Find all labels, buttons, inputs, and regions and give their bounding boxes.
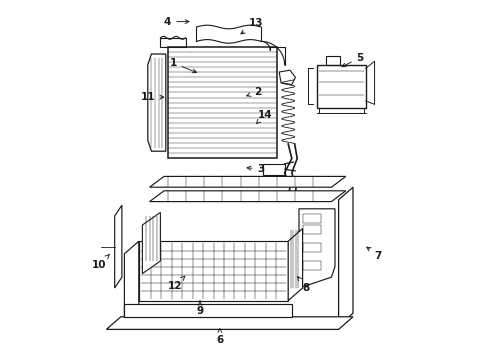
Polygon shape [115,205,122,288]
Text: 7: 7 [367,247,382,261]
Text: 4: 4 [164,17,189,27]
Text: 8: 8 [297,276,310,293]
Text: 3: 3 [247,164,265,174]
Polygon shape [148,54,166,151]
Polygon shape [149,191,346,202]
Text: 12: 12 [168,276,185,291]
Polygon shape [124,241,139,318]
Polygon shape [143,212,160,274]
Polygon shape [299,209,335,288]
Polygon shape [168,47,277,158]
Text: 6: 6 [216,329,223,345]
Polygon shape [149,176,346,187]
Text: 13: 13 [241,18,263,34]
Text: 1: 1 [170,58,196,73]
Text: 11: 11 [141,92,164,102]
Text: 2: 2 [247,87,261,97]
Text: 9: 9 [196,301,203,316]
Polygon shape [317,65,366,108]
Polygon shape [288,229,303,301]
Polygon shape [106,317,353,329]
Text: 10: 10 [92,255,109,270]
Polygon shape [339,187,353,326]
Polygon shape [139,241,288,301]
Text: 5: 5 [342,53,364,67]
Text: 14: 14 [256,110,272,123]
Polygon shape [124,304,292,317]
